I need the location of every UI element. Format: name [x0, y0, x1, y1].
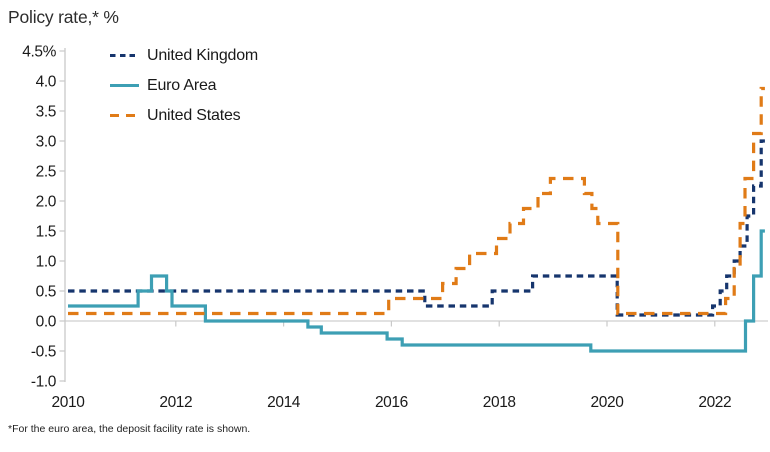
- legend-label: United Kingdom: [147, 46, 259, 64]
- chart-title: Policy rate,* %: [8, 7, 119, 27]
- x-axis-label: 2010: [52, 394, 86, 411]
- series-line-euro-area: [68, 229, 765, 353]
- y-axis-label: 3.5: [36, 104, 56, 121]
- x-axis-label: 2012: [159, 394, 192, 411]
- x-axis-label: 2022: [698, 394, 731, 411]
- y-axis-label: 4.0: [36, 74, 57, 91]
- legend-label: Euro Area: [147, 76, 217, 94]
- y-axis-label: 2.5: [36, 164, 56, 181]
- legend-item-united-kingdom: United Kingdom: [110, 47, 258, 64]
- series-line-united-kingdom: [68, 139, 765, 317]
- chart-footnote: *For the euro area, the deposit facility…: [8, 423, 251, 435]
- us-dashed-line-icon: [110, 113, 139, 118]
- legend-item-united-states: United States: [110, 107, 258, 124]
- legend-label: United States: [147, 106, 241, 124]
- y-axis-label: 3.0: [36, 134, 57, 151]
- x-axis-label: 2018: [483, 394, 516, 411]
- y-axis-label: 0.5: [36, 284, 56, 301]
- y-axis-label: 1.5: [36, 224, 56, 241]
- y-axis-label: -1.0: [31, 374, 57, 391]
- x-axis-label: 2020: [591, 394, 625, 411]
- legend-item-euro-area: Euro Area: [110, 77, 258, 94]
- y-axis-label: 1.0: [36, 254, 57, 271]
- x-axis-label: 2014: [267, 394, 301, 411]
- y-axis-label: 4.5%: [22, 44, 56, 61]
- y-axis-label: 0.0: [36, 314, 57, 331]
- y-axis-label: 2.0: [36, 194, 57, 211]
- uk-dashed-line-icon: [110, 53, 139, 58]
- x-axis-label: 2016: [375, 394, 408, 411]
- y-axis-label: -0.5: [31, 344, 56, 361]
- series-line-united-states: [68, 86, 765, 316]
- chart-legend: United Kingdom Euro Area United States: [110, 47, 258, 124]
- euro-area-solid-line-icon: [110, 83, 139, 88]
